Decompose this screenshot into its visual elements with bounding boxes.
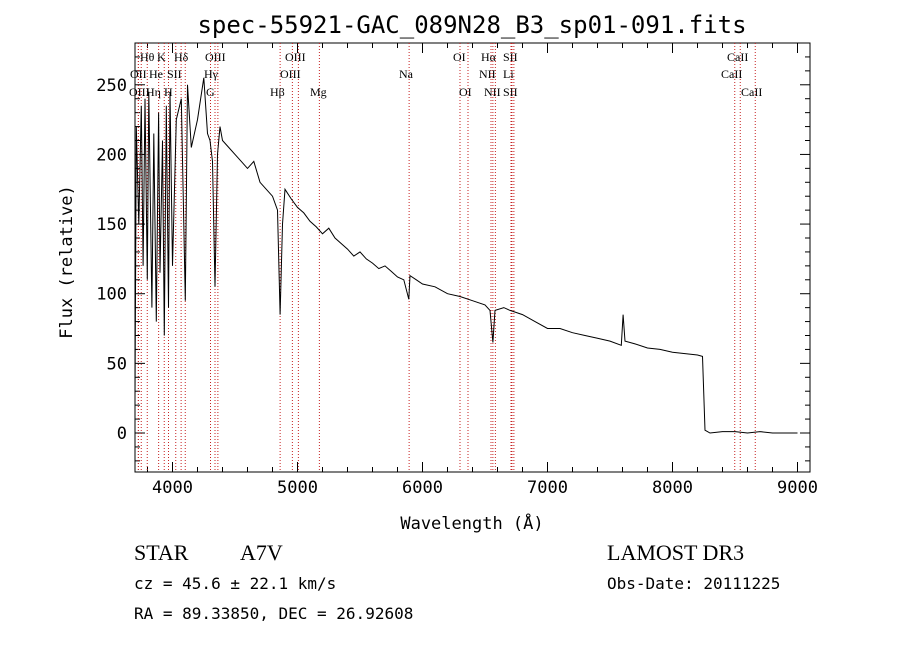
spectral-line-label: Hη [146, 85, 161, 99]
x-tick-label: 9000 [777, 478, 818, 498]
spectral-line-label: He [149, 67, 163, 81]
axis-ticks: 4000 5000 6000 7000 8000 9000 0 50 100 150 200 250 [96, 43, 818, 498]
spectral-line-label: Li [503, 67, 514, 81]
object-subclass: A7V [240, 540, 283, 565]
spectral-line-label: Hβ [270, 85, 285, 99]
y-tick-label: 150 [96, 215, 127, 235]
x-tick-label: 4000 [152, 478, 193, 498]
spectral-line-label: OIII [285, 50, 306, 64]
x-tick-label: 6000 [402, 478, 443, 498]
spectral-line-label: K [157, 50, 166, 64]
x-tick-label: 7000 [527, 478, 568, 498]
spectral-line-label: Mg [310, 85, 327, 99]
spectral-line-label: SII [167, 67, 182, 81]
plot-frame [134, 42, 811, 473]
spectral-line-label: OII [130, 67, 147, 81]
spectral-line-label: OIII [129, 85, 150, 99]
y-tick-label: 250 [96, 76, 127, 96]
spectral-line-labels: Hθ K Hδ OIII OI Hα SII OIII CaII OII He SII Hγ OIII Na… [129, 50, 762, 99]
spectral-line-label: CaII [727, 50, 748, 64]
spectral-line-label: OIII [280, 67, 301, 81]
spectral-line-label: NII [484, 85, 501, 99]
spectral-line-markers [137, 43, 756, 472]
object-class: STAR [134, 540, 189, 565]
spectral-line-label: OI [459, 85, 472, 99]
spectral-line-label: G [206, 85, 215, 99]
redshift-velocity: cz = 45.6 ± 22.1 km/s [134, 574, 337, 593]
spectral-line-label: Hγ [204, 67, 219, 81]
spectral-line-label: SII [503, 50, 518, 64]
spectral-line-label: OI [453, 50, 466, 64]
spectral-line-label: CaII [721, 67, 742, 81]
spectrum-line [134, 77, 798, 434]
y-tick-label: 0 [117, 424, 127, 444]
spectral-line-label: H [164, 85, 173, 99]
y-axis-label: Flux (relative) [57, 185, 77, 339]
x-axis-label: Wavelength (Å) [400, 512, 543, 534]
spectral-line-label: Hθ [140, 50, 155, 64]
spectral-line-label: NII [479, 67, 496, 81]
x-tick-label: 8000 [652, 478, 693, 498]
y-tick-label: 200 [96, 145, 127, 165]
spectral-line-label: SII [503, 85, 518, 99]
spectral-line-label: Hδ [174, 50, 189, 64]
y-tick-label: 50 [107, 354, 127, 374]
chart-title: spec-55921-GAC_089N28_B3_sp01-091.fits [197, 11, 746, 39]
spectral-line-label: CaII [741, 85, 762, 99]
spectral-line-label: Hα [481, 50, 497, 64]
spectral-line-label: OIII [205, 50, 226, 64]
x-tick-label: 5000 [277, 478, 318, 498]
survey-name: LAMOST DR3 [607, 540, 745, 565]
y-tick-label: 100 [96, 285, 127, 305]
sky-coordinates: RA = 89.33850, DEC = 26.92608 [134, 604, 414, 623]
observation-date: Obs-Date: 20111225 [607, 574, 781, 593]
spectral-line-label: Na [399, 67, 414, 81]
